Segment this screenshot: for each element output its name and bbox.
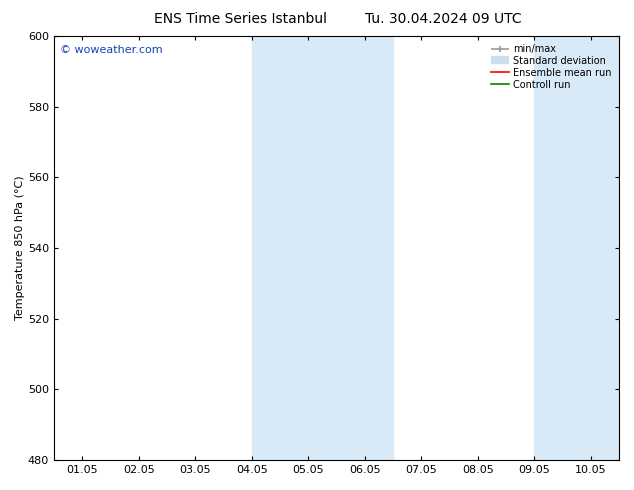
Bar [252,36,393,460]
Text: Tu. 30.04.2024 09 UTC: Tu. 30.04.2024 09 UTC [365,12,522,26]
Y-axis label: Temperature 850 hPa (°C): Temperature 850 hPa (°C) [15,176,25,320]
Text: ENS Time Series Istanbul: ENS Time Series Istanbul [155,12,327,26]
Bar [534,36,624,460]
Text: © woweather.com: © woweather.com [60,45,162,54]
Legend: min/max, Standard deviation, Ensemble mean run, Controll run: min/max, Standard deviation, Ensemble me… [488,41,614,93]
